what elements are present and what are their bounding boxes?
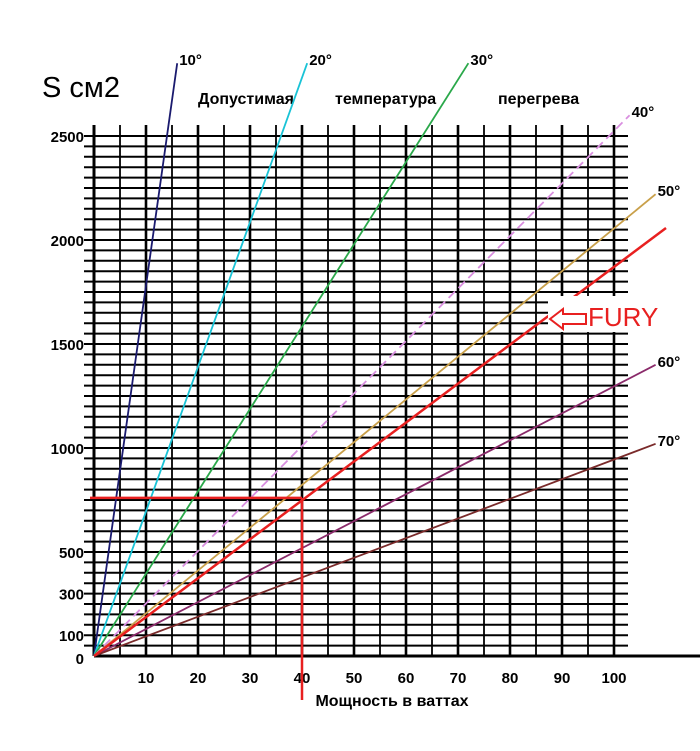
y-tick-label: 300 [59, 587, 84, 604]
series-label: 40° [632, 104, 655, 121]
series-line [93, 62, 470, 657]
y-tick-label: 2000 [51, 233, 84, 250]
arrow-left-icon [548, 306, 587, 332]
x-tick-label: 80 [502, 670, 519, 687]
x-axis-label: Мощность в ваттах [315, 693, 468, 710]
x-tick-label: 90 [554, 670, 571, 687]
series-line [93, 364, 657, 657]
series-line [93, 62, 309, 657]
axis-ticks: 1020304050607080901000100300500100015002… [51, 129, 627, 687]
x-tick-label: 30 [242, 670, 259, 687]
x-tick-label: 50 [346, 670, 363, 687]
series-label: 20° [309, 52, 332, 69]
y-tick-label: 100 [59, 628, 84, 645]
series-label: 10° [179, 52, 202, 69]
y-tick-label: 2500 [51, 129, 84, 146]
y-tick-label: 0 [76, 651, 84, 668]
title-word-1: Допустимая [198, 91, 294, 108]
x-tick-label: 10 [138, 670, 155, 687]
x-tick-label: 70 [450, 670, 467, 687]
y-tick-label: 1500 [51, 337, 84, 354]
series-label: 70° [658, 433, 681, 450]
y-tick-label: 1000 [51, 441, 84, 458]
title-word-2: температура [335, 91, 436, 108]
y-tick-label: 500 [59, 545, 84, 562]
series-label: 50° [658, 183, 681, 200]
x-tick-label: 60 [398, 670, 415, 687]
series-label: 30° [470, 52, 493, 69]
series-line [93, 114, 631, 657]
series-lines: 10° 20° 30° 40° 50° 60° 70° [93, 52, 681, 657]
y-unit-label: S см2 [42, 72, 120, 104]
title-word-3: перегрева [498, 91, 579, 108]
fury-label: FURY [588, 302, 658, 332]
fury-highlight: FURY [90, 226, 667, 700]
x-tick-label: 100 [601, 670, 626, 687]
series-line [93, 193, 657, 657]
series-line [93, 442, 656, 657]
series-line [93, 63, 179, 657]
series-label: 60° [658, 354, 681, 371]
x-tick-label: 20 [190, 670, 207, 687]
